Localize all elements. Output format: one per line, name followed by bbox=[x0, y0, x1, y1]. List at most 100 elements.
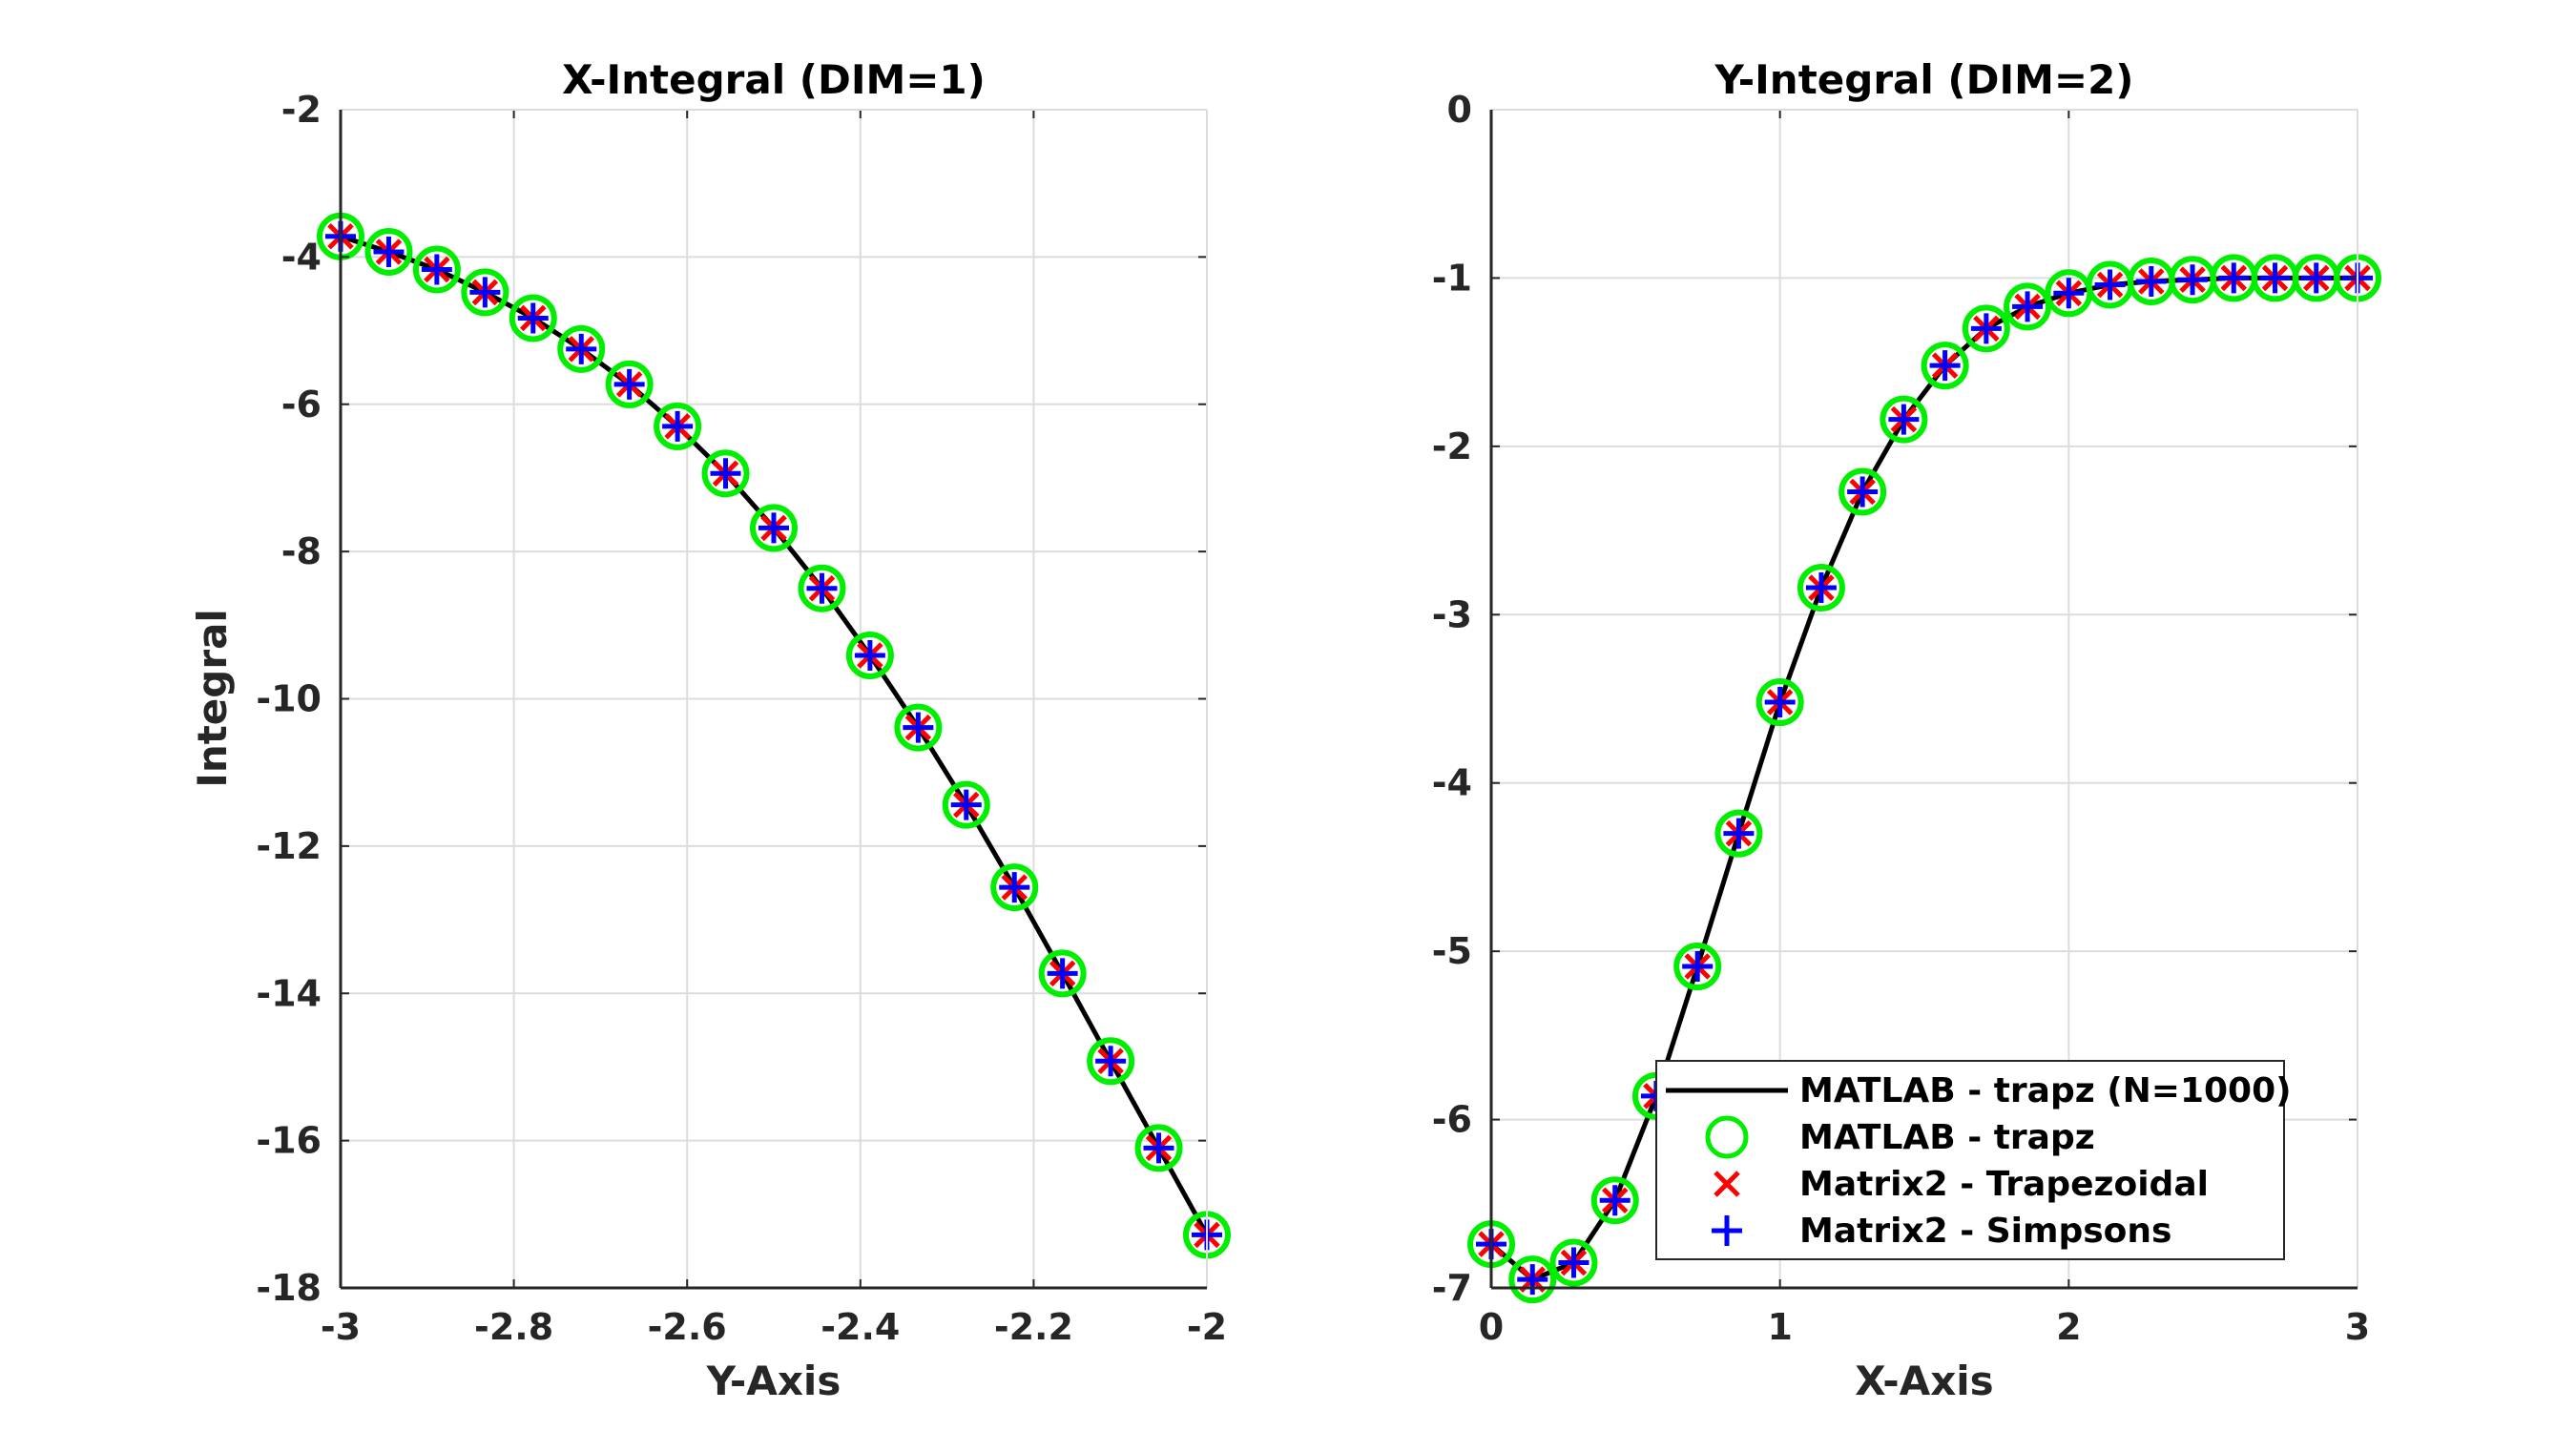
plus-marker bbox=[373, 236, 405, 267]
y-tick-label: -1 bbox=[1432, 257, 1472, 299]
circle-marker bbox=[412, 245, 461, 294]
legend-x-swatch bbox=[1714, 1171, 1740, 1197]
circle-marker bbox=[1549, 1238, 1598, 1287]
right-x-ticks: 0 1 2 3 bbox=[1479, 1306, 2370, 1348]
right-plot-title: Y-Integral (DIM=2) bbox=[1714, 56, 2134, 103]
circle-marker bbox=[1839, 467, 1887, 516]
plus-marker bbox=[1517, 1264, 1548, 1296]
plus-marker bbox=[2259, 262, 2291, 294]
plus-marker bbox=[1723, 818, 1755, 849]
circle-marker bbox=[701, 449, 750, 498]
left-plot-title: X-Integral (DIM=1) bbox=[562, 56, 986, 103]
plus-marker bbox=[566, 333, 597, 364]
x-tick-label: -2.8 bbox=[474, 1306, 553, 1348]
circle-marker bbox=[1880, 395, 1928, 444]
plus-marker bbox=[1805, 572, 1837, 604]
plus-marker bbox=[950, 789, 982, 820]
x-tick-label: 0 bbox=[1479, 1306, 1504, 1348]
y-tick-label: -7 bbox=[1432, 1267, 1472, 1309]
plus-marker bbox=[1888, 404, 1920, 435]
y-tick-label: 0 bbox=[1447, 89, 1472, 131]
y-tick-label: -4 bbox=[281, 236, 322, 278]
y-tick-label: -14 bbox=[256, 972, 322, 1014]
circle-marker bbox=[509, 294, 557, 342]
legend-entry-plus: Matrix2 - Simpsons bbox=[1712, 1212, 2171, 1251]
plus-marker bbox=[758, 512, 789, 544]
plus-marker bbox=[469, 277, 501, 308]
circle-marker bbox=[557, 324, 606, 373]
x-tick-label: -3 bbox=[321, 1306, 361, 1348]
y-tick-label: -18 bbox=[256, 1267, 322, 1309]
plus-marker bbox=[2218, 262, 2250, 294]
circle-marker bbox=[461, 268, 509, 317]
circle-marker bbox=[894, 703, 943, 752]
plus-marker bbox=[2177, 264, 2209, 296]
right-x-axis-label: X-Axis bbox=[1855, 1358, 1993, 1404]
circle-marker bbox=[1673, 943, 1722, 991]
circle-marker bbox=[1508, 1255, 1557, 1304]
right-axes bbox=[1489, 109, 2358, 1290]
circle-marker bbox=[1921, 342, 1969, 390]
plus-marker bbox=[1558, 1247, 1589, 1278]
x-tick-label: -2.4 bbox=[821, 1306, 900, 1348]
legend: MATLAB - trapz (N=1000) MATLAB - trapz M… bbox=[1655, 1060, 2292, 1260]
legend-box bbox=[1655, 1060, 2285, 1260]
legend-entry-x: Matrix2 - Trapezoidal bbox=[1714, 1165, 2209, 1204]
plus-marker bbox=[2053, 278, 2085, 309]
circle-marker bbox=[1797, 564, 1845, 612]
legend-circle-swatch bbox=[1705, 1115, 1749, 1159]
plus-marker bbox=[1047, 958, 1078, 989]
left-plot: X-Integral (DIM=1) -3 -2.8 -2.6 -2.4 -2.2 -2 … bbox=[189, 56, 1231, 1404]
y-tick-label: -12 bbox=[256, 825, 322, 867]
y-tick-label: -2 bbox=[281, 89, 322, 131]
circle-marker bbox=[2004, 282, 2052, 331]
circle-marker bbox=[1755, 678, 1804, 727]
plus-marker bbox=[2135, 265, 2167, 297]
plus-marker bbox=[1095, 1046, 1127, 1077]
legend-label: MATLAB - trapz (N=1000) bbox=[1799, 1071, 2292, 1110]
plus-marker bbox=[1929, 350, 1961, 382]
plus-marker bbox=[1764, 687, 1796, 718]
y-tick-label: -6 bbox=[1432, 1099, 1472, 1141]
y-tick-label: -16 bbox=[256, 1120, 322, 1162]
y-tick-label: -6 bbox=[281, 384, 322, 425]
x-tick-label: 2 bbox=[2056, 1306, 2081, 1348]
plus-marker bbox=[1143, 1132, 1174, 1164]
circle-marker bbox=[845, 631, 894, 679]
circle-marker bbox=[605, 360, 654, 408]
y-tick-label: -5 bbox=[1432, 930, 1472, 972]
plus-marker bbox=[999, 872, 1030, 903]
right-y-ticks: -7 -6 -5 -4 -3 -2 -1 0 bbox=[1432, 89, 1472, 1309]
plus-marker bbox=[1970, 313, 2002, 344]
plus-marker bbox=[1847, 476, 1879, 508]
plus-marker bbox=[613, 368, 645, 400]
plus-marker bbox=[517, 302, 549, 334]
circle-marker bbox=[1087, 1037, 1135, 1086]
plus-marker bbox=[2300, 262, 2332, 294]
y-tick-label: -3 bbox=[1432, 593, 1472, 635]
plus-marker bbox=[854, 639, 885, 671]
left-x-axis-label: Y-Axis bbox=[706, 1358, 841, 1404]
legend-label: Matrix2 - Trapezoidal bbox=[1799, 1165, 2209, 1204]
plus-marker bbox=[662, 410, 694, 442]
y-tick-label: -8 bbox=[281, 530, 322, 572]
left-x-ticks: -3 -2.8 -2.6 -2.4 -2.2 -2 bbox=[321, 1306, 1227, 1348]
plus-marker bbox=[710, 458, 741, 489]
legend-label: Matrix2 - Simpsons bbox=[1799, 1212, 2171, 1251]
plus-marker bbox=[1682, 951, 1714, 983]
circle-marker bbox=[1038, 949, 1087, 998]
y-tick-label: -4 bbox=[1432, 762, 1472, 804]
y-tick-label: -10 bbox=[256, 678, 322, 720]
circle-marker bbox=[990, 863, 1039, 912]
circle-marker bbox=[1134, 1124, 1183, 1172]
legend-label: MATLAB - trapz bbox=[1799, 1118, 2095, 1157]
left-axes bbox=[339, 109, 1208, 1290]
circle-marker bbox=[750, 504, 798, 552]
plus-marker bbox=[1599, 1185, 1631, 1216]
x-tick-label: 3 bbox=[2345, 1306, 2370, 1348]
circle-marker bbox=[364, 227, 413, 276]
y-tick-label: -2 bbox=[1432, 425, 1472, 467]
x-tick-label: 1 bbox=[1767, 1306, 1792, 1348]
left-y-axis-label: Integral bbox=[189, 609, 236, 788]
